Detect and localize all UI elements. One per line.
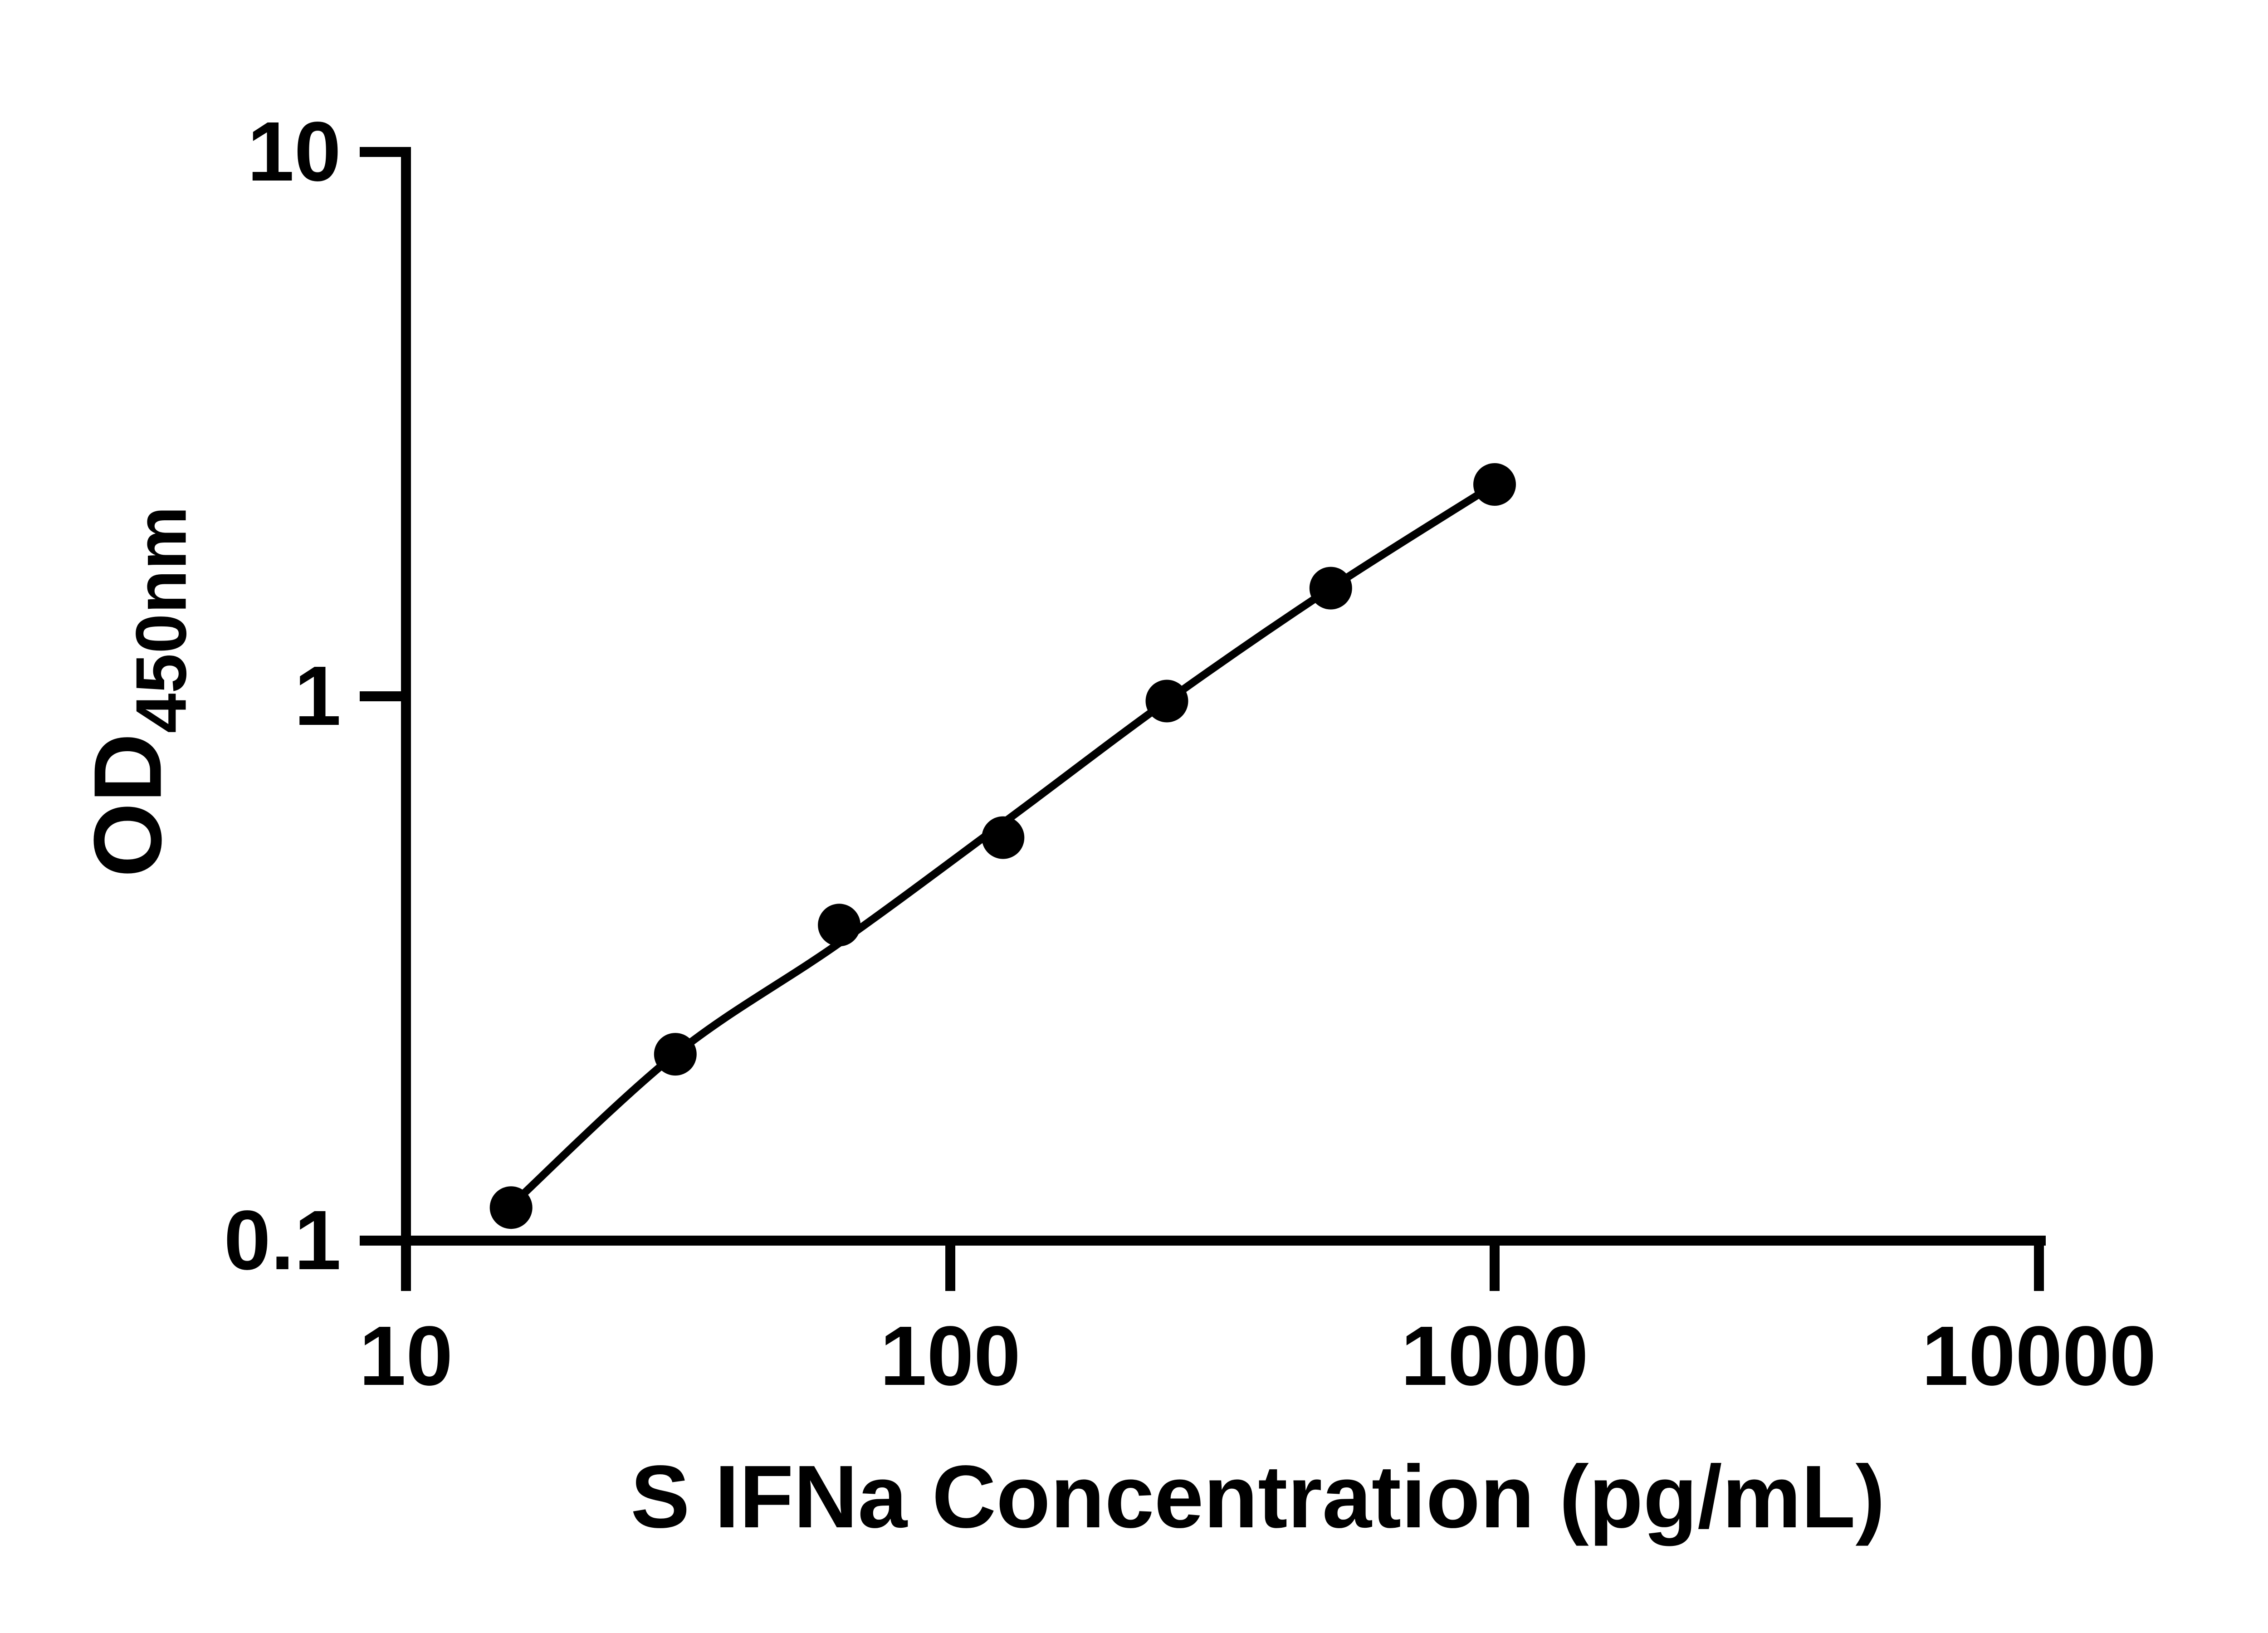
y-tick-label: 1 bbox=[294, 649, 341, 743]
x-tick-label: 10 bbox=[359, 1309, 453, 1403]
y-tick-label: 10 bbox=[247, 105, 341, 199]
x-tick-label: 10000 bbox=[1921, 1309, 2156, 1403]
y-tick-mark bbox=[360, 1236, 401, 1246]
data-point-marker bbox=[1309, 567, 1352, 610]
y-tick-mark bbox=[360, 691, 401, 701]
y-axis-title-main: OD bbox=[73, 733, 181, 878]
data-point-marker bbox=[654, 1033, 697, 1076]
x-tick-mark bbox=[401, 1246, 411, 1291]
x-axis-line bbox=[360, 1236, 2046, 1246]
y-axis-line bbox=[401, 147, 411, 1246]
x-tick-label: 1000 bbox=[1401, 1309, 1589, 1403]
y-tick-mark bbox=[360, 147, 401, 157]
x-tick-mark bbox=[1490, 1246, 1500, 1291]
data-point-marker bbox=[982, 816, 1025, 859]
y-tick-label: 0.1 bbox=[224, 1193, 341, 1287]
data-point-marker bbox=[1145, 680, 1188, 723]
x-tick-label: 100 bbox=[880, 1309, 1021, 1403]
x-tick-mark bbox=[945, 1246, 955, 1291]
data-point-marker bbox=[1473, 463, 1516, 506]
x-axis-title: S IFNa Concentration (pg/mL) bbox=[631, 1447, 1885, 1546]
data-point-marker bbox=[489, 1186, 533, 1229]
x-tick-mark bbox=[2034, 1246, 2044, 1291]
data-point-marker bbox=[818, 904, 861, 947]
